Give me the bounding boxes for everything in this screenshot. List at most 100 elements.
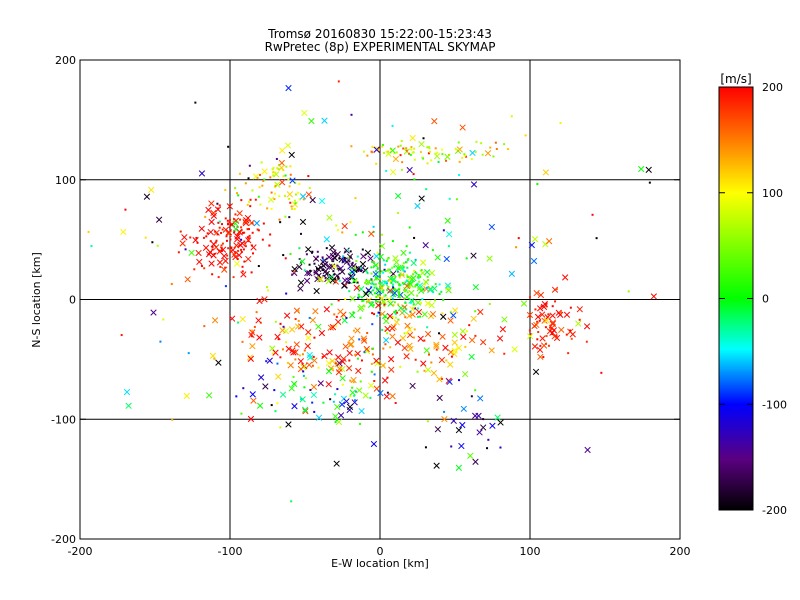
data-point-dot [346, 249, 349, 252]
data-point-dot [332, 260, 335, 263]
data-point-dot [560, 311, 563, 314]
data-point-dot [286, 361, 289, 364]
data-point-cross [387, 287, 394, 294]
data-point-dot [234, 251, 237, 254]
y-tick-label: -200 [51, 533, 76, 546]
data-point-dot [383, 303, 386, 306]
data-point-cross [150, 309, 157, 316]
data-point-cross [388, 366, 395, 373]
data-point-cross [266, 357, 273, 364]
data-point-dot [259, 203, 262, 206]
data-point-cross [395, 264, 402, 272]
data-point-dot [415, 283, 418, 286]
data-point-dot [416, 370, 419, 373]
data-point-dot [464, 345, 467, 348]
data-point-dot [272, 174, 275, 177]
data-point-dot [309, 269, 312, 272]
data-point-dot [314, 258, 317, 261]
data-point-cross [455, 464, 462, 471]
data-point-dot [343, 256, 346, 259]
data-point-cross [247, 355, 255, 362]
data-point-cross [289, 177, 296, 184]
data-point-cross [363, 345, 370, 353]
data-point-cross [278, 164, 285, 171]
data-point-dot [354, 399, 357, 402]
data-point-cross [329, 357, 336, 365]
data-point-cross [286, 191, 294, 198]
data-point-cross [297, 279, 305, 286]
data-point-cross [236, 210, 243, 217]
data-point-cross [398, 271, 406, 279]
data-point-cross [242, 218, 249, 225]
data-point-dot [329, 398, 332, 401]
data-point-cross [526, 311, 534, 319]
data-point-dot [313, 271, 316, 274]
x-tick-label: 100 [520, 545, 541, 558]
data-point-cross [343, 247, 350, 254]
data-point-dot [481, 153, 484, 156]
data-point-dot [392, 287, 395, 290]
data-point-dot [282, 175, 285, 178]
data-point-cross [313, 269, 320, 276]
data-point-cross [386, 313, 394, 320]
data-point-cross [211, 317, 219, 324]
data-point-dot [393, 289, 396, 292]
data-point-cross [368, 230, 375, 237]
data-point-cross [393, 259, 400, 266]
data-point-dot [455, 198, 458, 201]
data-point-dot [418, 280, 421, 283]
data-point-dot [528, 296, 531, 299]
data-point-dot [284, 174, 287, 177]
data-point-dot [465, 257, 468, 260]
data-point-dot [274, 184, 277, 187]
data-point-dot [348, 281, 351, 284]
data-point-dot [445, 159, 448, 162]
data-point-dot [294, 202, 297, 205]
data-point-dot [354, 233, 357, 236]
data-point-dot [333, 313, 336, 316]
data-point-dot [542, 356, 545, 359]
data-point-dot [391, 266, 394, 269]
data-point-dot [379, 272, 382, 275]
data-point-dot [361, 231, 364, 234]
data-point-cross [272, 349, 279, 356]
data-point-dot [387, 286, 390, 289]
data-point-cross [335, 354, 342, 361]
data-point-dot [417, 307, 420, 310]
data-point-cross [356, 387, 363, 394]
data-point-dot [355, 260, 358, 263]
data-point-dot [352, 311, 355, 314]
data-point-dot [393, 275, 396, 278]
data-point-dot [489, 146, 492, 149]
data-point-cross [431, 118, 438, 125]
data-point-dot [389, 280, 392, 283]
data-point-cross [475, 412, 482, 419]
data-point-cross [451, 347, 458, 354]
data-point-dot [375, 278, 378, 281]
data-point-dot [337, 229, 340, 232]
data-point-dot [332, 270, 335, 273]
data-point-dot [266, 207, 269, 210]
data-point-dot [248, 200, 251, 203]
data-point-dot [289, 165, 292, 168]
data-point-dot [470, 395, 473, 398]
data-point-cross [386, 296, 393, 303]
data-point-dot [308, 263, 311, 266]
data-point-dot [426, 162, 429, 165]
data-point-dot [442, 229, 445, 232]
data-point-cross [414, 299, 422, 306]
data-point-dot [144, 236, 147, 239]
data-point-dot [237, 249, 240, 252]
data-point-dot [214, 230, 217, 233]
data-point-dot [218, 220, 221, 223]
data-point-cross [350, 376, 357, 384]
data-point-dot [425, 188, 428, 191]
data-point-dot [386, 257, 389, 260]
data-point-dot [279, 356, 282, 359]
data-point-cross [531, 343, 539, 350]
data-point-cross [562, 274, 569, 281]
data-point-cross [214, 206, 222, 213]
data-point-cross [401, 307, 408, 315]
data-point-cross [358, 304, 365, 311]
